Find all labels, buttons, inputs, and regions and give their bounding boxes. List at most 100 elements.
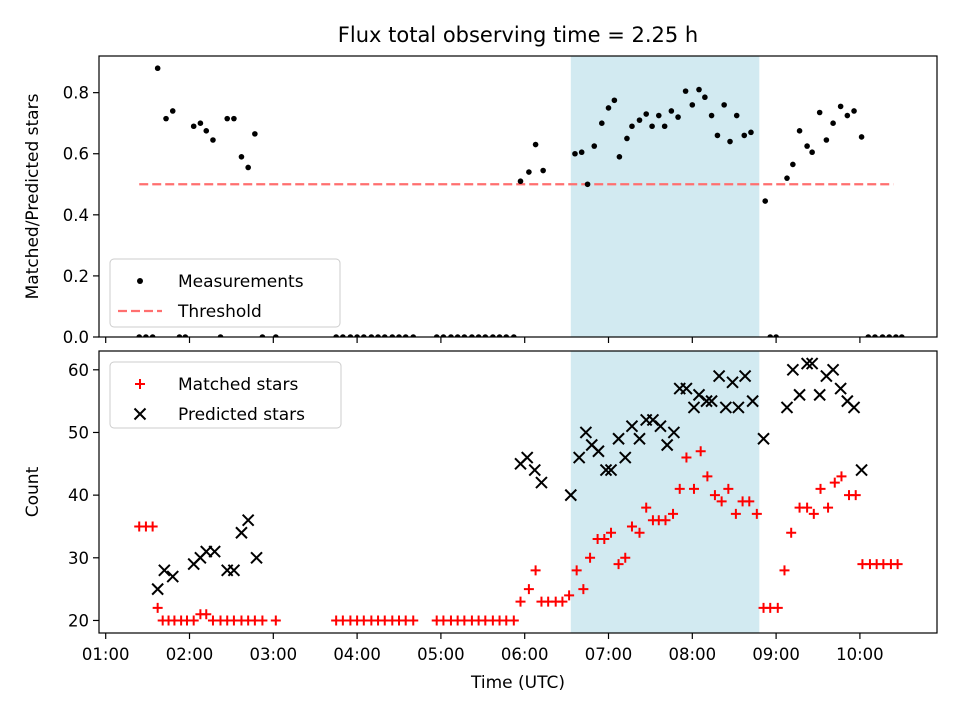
data-point <box>767 334 774 337</box>
top-panel: 0.0 0.2 0.4 0.6 0.8 Matched/Predicted stars Me… <box>23 55 938 347</box>
data-point <box>616 153 623 160</box>
data-point <box>815 483 826 494</box>
data-point <box>389 334 396 337</box>
data-point <box>850 490 861 501</box>
data-point <box>149 334 156 337</box>
data-point <box>772 602 783 613</box>
data-point <box>136 334 143 337</box>
legend <box>109 258 341 328</box>
y-tick-label: 20 <box>68 611 89 630</box>
data-point <box>578 584 589 595</box>
data-point <box>700 394 713 408</box>
data-point <box>250 551 263 565</box>
data-point <box>668 108 675 114</box>
data-point <box>802 502 813 513</box>
data-point <box>696 86 702 93</box>
chart-title: Flux total observing time = 2.25 h <box>338 23 698 47</box>
highlight-band <box>570 351 760 633</box>
data-point <box>347 334 354 337</box>
data-point <box>530 565 541 576</box>
data-point <box>746 394 759 408</box>
data-point <box>154 65 161 72</box>
y-tick-label: 0.8 <box>63 84 89 103</box>
data-point <box>238 153 245 160</box>
data-point <box>368 334 375 337</box>
data-point <box>210 137 216 143</box>
x-axis-label: Time (UTC) <box>470 673 565 693</box>
highlight-band <box>570 56 760 337</box>
data-point <box>461 334 468 337</box>
data-point <box>687 401 701 414</box>
plot-area <box>134 357 903 626</box>
data-point <box>629 123 635 130</box>
y-tick-label: 40 <box>68 486 89 505</box>
data-point <box>579 426 593 439</box>
data-point <box>723 483 734 494</box>
data-point <box>733 112 740 119</box>
data-point <box>675 114 681 120</box>
data-point <box>744 496 755 507</box>
data-point <box>748 129 754 136</box>
data-point <box>655 112 662 119</box>
legend-marker <box>135 379 145 389</box>
data-point <box>741 132 748 139</box>
data-point <box>844 112 851 119</box>
y-axis-label: Count <box>23 466 43 517</box>
series-matched-stars <box>134 446 903 626</box>
data-point <box>273 334 279 337</box>
data-point <box>517 178 524 185</box>
data-point <box>762 198 769 204</box>
data-point <box>217 334 224 337</box>
data-point <box>440 334 447 337</box>
data-point <box>757 432 770 445</box>
data-point <box>612 432 625 445</box>
data-point <box>227 564 241 577</box>
data-point <box>780 401 794 414</box>
data-point <box>892 559 903 570</box>
data-point <box>661 123 668 130</box>
data-point <box>152 602 163 613</box>
data-point <box>805 357 819 370</box>
data-point <box>668 508 679 519</box>
data-point <box>375 334 381 337</box>
data-point <box>572 451 586 464</box>
data-point <box>503 334 510 337</box>
data-point <box>829 477 840 488</box>
data-point <box>523 584 534 595</box>
data-point <box>469 334 475 337</box>
data-point <box>482 334 489 337</box>
data-point <box>721 102 727 108</box>
data-point <box>259 334 266 337</box>
x-tick-label: 02:00 <box>166 645 214 664</box>
data-point <box>592 445 605 458</box>
data-point <box>816 109 823 116</box>
legend-marker <box>137 278 143 284</box>
legend-label: Measurements <box>178 272 304 292</box>
data-point <box>252 131 258 137</box>
data-point <box>804 143 810 149</box>
x-tick-label: 10:00 <box>836 645 884 664</box>
data-point <box>381 334 388 337</box>
data-point <box>235 526 248 539</box>
data-point <box>872 334 878 337</box>
data-point <box>188 615 199 626</box>
data-point <box>620 552 631 563</box>
data-point <box>245 164 251 171</box>
data-point <box>584 181 591 188</box>
data-point <box>396 334 402 337</box>
data-point <box>540 167 546 174</box>
data-point <box>712 369 726 383</box>
data-point <box>490 334 496 337</box>
y-tick-label: 0.6 <box>63 145 89 164</box>
y-tick-label: 50 <box>68 423 89 442</box>
data-point <box>834 382 847 395</box>
data-point <box>448 334 454 337</box>
data-point <box>634 527 645 538</box>
data-point <box>719 401 733 414</box>
data-point <box>790 161 796 168</box>
series-measurements <box>136 65 905 337</box>
data-point <box>826 363 840 377</box>
data-point <box>786 527 797 538</box>
data-point <box>224 115 231 122</box>
data-point <box>784 175 790 181</box>
